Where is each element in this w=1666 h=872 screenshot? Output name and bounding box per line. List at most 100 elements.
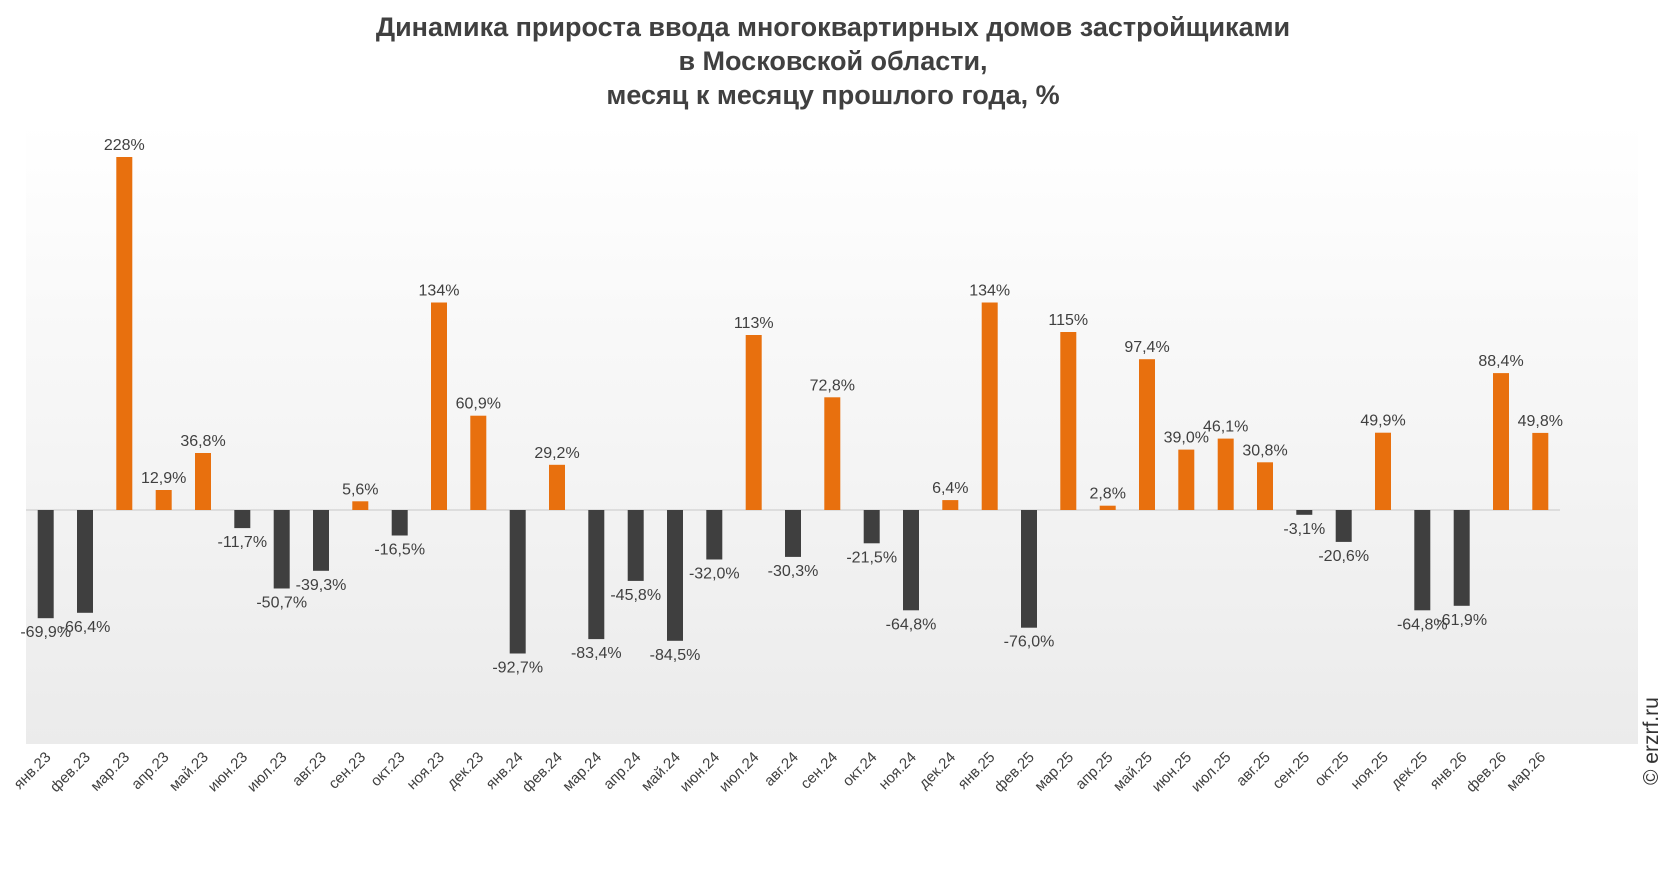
bar-июн.23 (234, 510, 251, 529)
bar-май.25 (1139, 359, 1155, 510)
x-tick-мар.25: мар.25 (1031, 749, 1077, 795)
bar-мар.26 (1532, 432, 1549, 510)
bar-янв.25 (981, 302, 998, 510)
data-label-мар.23: 228% (104, 137, 145, 154)
data-label-ноя.24: -64,8% (886, 616, 937, 633)
bar-сен.24 (824, 397, 841, 510)
data-label-окт.25: -20,6% (1318, 548, 1369, 565)
bar-дек.24 (942, 500, 959, 510)
bar-ноя.24 (903, 510, 919, 611)
chart-title-line-2: в Московской области, (678, 46, 988, 76)
x-tick-июл.25: июл.25 (1188, 749, 1235, 796)
x-tick-сен.25: сен.25 (1269, 749, 1313, 793)
bar-окт.23 (391, 510, 408, 536)
bar-июн.24 (706, 510, 723, 560)
data-label-дек.23: 60,9% (456, 396, 501, 413)
data-label-янв.24: -92,7% (492, 660, 543, 677)
x-tick-дек.24: дек.24 (916, 749, 959, 792)
bar-фев.23 (77, 510, 93, 613)
x-tick-сен.23: сен.23 (325, 749, 369, 793)
x-tick-апр.23: апр.23 (128, 749, 172, 793)
x-tick-июн.25: июн.25 (1149, 749, 1196, 796)
x-tick-июн.23: июн.23 (205, 749, 252, 796)
data-label-сен.25: -3,1% (1283, 521, 1325, 538)
bar-авг.25 (1257, 462, 1273, 510)
data-label-май.23: 36,8% (180, 433, 225, 450)
x-tick-июн.24: июн.24 (677, 749, 724, 796)
bar-ноя.25 (1375, 432, 1391, 510)
bar-июн.25 (1178, 449, 1195, 510)
bar-апр.25 (1099, 505, 1116, 510)
x-tick-авг.23: авг.23 (289, 749, 330, 790)
x-tick-май.25: май.25 (1110, 749, 1156, 795)
data-label-фев.26: 88,4% (1478, 353, 1523, 370)
x-tick-фев.26: фев.26 (1463, 749, 1510, 796)
data-label-сен.24: 72,8% (810, 377, 855, 394)
data-label-сен.23: 5,6% (342, 481, 378, 498)
data-label-июн.25: 39,0% (1164, 430, 1209, 447)
data-label-июн.24: -32,0% (689, 566, 740, 583)
data-label-апр.24: -45,8% (610, 587, 661, 604)
x-tick-дек.25: дек.25 (1388, 749, 1431, 792)
bar-фев.26 (1493, 373, 1509, 510)
x-tick-мар.23: мар.23 (87, 749, 133, 795)
x-tick-апр.24: апр.24 (600, 749, 644, 793)
bar-ноя.23 (431, 302, 447, 510)
data-labels-group: -69,9%-66,4%228%12,9%36,8%-11,7%-50,7%-3… (20, 137, 1563, 677)
bar-дек.23 (470, 415, 487, 510)
x-tick-фев.23: фев.23 (47, 749, 94, 796)
x-tick-май.24: май.24 (638, 749, 684, 795)
data-label-авг.25: 30,8% (1242, 442, 1287, 459)
data-label-дек.24: 6,4% (932, 480, 968, 497)
bar-сен.23 (352, 501, 369, 510)
data-label-янв.23: -69,9% (20, 624, 71, 641)
chart-title-line-1: Динамика прироста ввода многоквартирных … (375, 12, 1291, 42)
bar-апр.23 (155, 490, 172, 510)
bar-фев.25 (1021, 510, 1037, 628)
x-tick-фев.25: фев.25 (991, 749, 1038, 796)
data-label-фев.24: 29,2% (534, 445, 579, 462)
bar-мар.25 (1060, 332, 1077, 510)
data-label-авг.24: -30,3% (768, 563, 819, 580)
x-tick-labels-group: янв.23фев.23мар.23апр.23май.23июн.23июл.… (11, 749, 1550, 796)
bar-авг.24 (785, 510, 801, 557)
bar-май.24 (667, 510, 683, 641)
bar-мар.23 (116, 157, 133, 510)
data-label-мар.26: 49,8% (1518, 413, 1563, 430)
data-label-май.24: -84,5% (650, 647, 701, 664)
x-tick-сен.24: сен.24 (797, 749, 841, 793)
data-label-янв.26: -61,9% (1436, 612, 1487, 629)
data-label-фев.25: -76,0% (1004, 634, 1055, 651)
data-label-апр.25: 2,8% (1089, 486, 1125, 503)
bar-янв.24 (509, 510, 526, 654)
x-tick-окт.23: окт.23 (367, 749, 408, 790)
x-tick-июл.23: июл.23 (244, 749, 291, 796)
data-label-ноя.25: 49,9% (1360, 413, 1405, 430)
bars-group (37, 157, 1549, 654)
bar-мар.24 (588, 510, 605, 640)
x-tick-ноя.23: ноя.23 (404, 749, 448, 793)
data-label-янв.25: 134% (969, 283, 1010, 300)
data-label-ноя.23: 134% (419, 283, 460, 300)
data-label-авг.23: -39,3% (296, 577, 347, 594)
chart-title-line-3: месяц к месяцу прошлого года, % (606, 80, 1060, 110)
x-tick-окт.24: окт.24 (839, 749, 880, 790)
bar-окт.25 (1335, 510, 1352, 542)
bar-авг.23 (313, 510, 329, 571)
x-tick-июл.24: июл.24 (716, 749, 763, 796)
bar-дек.25 (1414, 510, 1431, 611)
data-label-дек.25: -64,8% (1397, 616, 1448, 633)
bar-июл.23 (273, 510, 290, 589)
data-label-окт.23: -16,5% (374, 542, 425, 559)
data-label-апр.23: 12,9% (141, 470, 186, 487)
bar-сен.25 (1296, 510, 1313, 515)
x-tick-фев.24: фев.24 (519, 749, 566, 796)
data-label-мар.24: -83,4% (571, 645, 622, 662)
bar-фев.24 (549, 464, 565, 510)
data-label-мар.25: 115% (1048, 312, 1088, 329)
bar-апр.24 (627, 510, 644, 581)
watermark: © erzrf.ru (1640, 697, 1663, 785)
data-label-май.25: 97,4% (1124, 339, 1169, 356)
x-tick-май.23: май.23 (166, 749, 212, 795)
